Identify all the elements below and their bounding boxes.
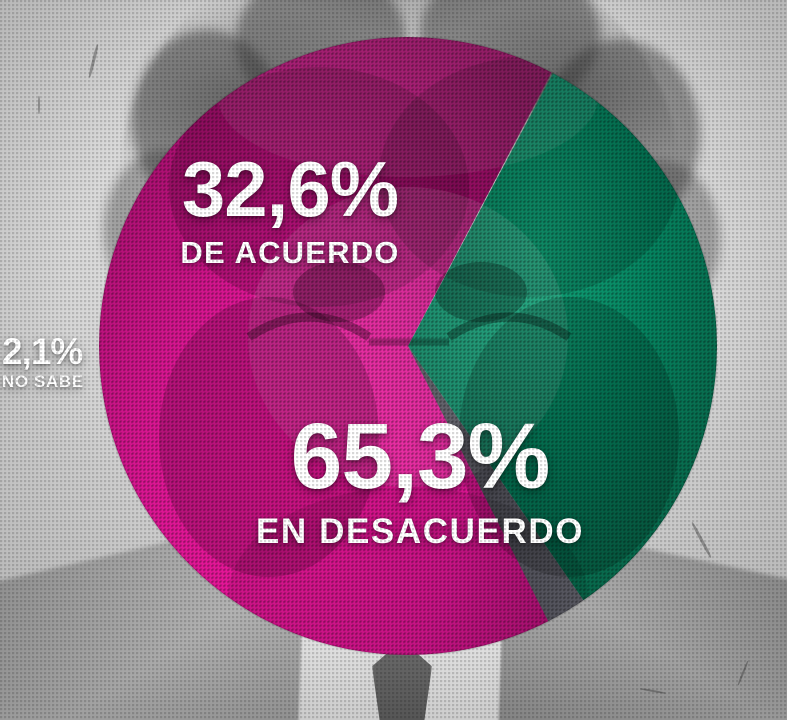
pie-slice-nosabe[interactable]: [408, 346, 584, 622]
pie-photo-shading: [159, 37, 679, 655]
slice-text-no-sabe: NO SABE: [2, 372, 84, 392]
slice-percent-en-desacuerdo: 65,3%: [290, 404, 551, 508]
slice-label-no-sabe: 2,1% NO SABE: [2, 331, 106, 392]
slice-percent-de-acuerdo: 32,6%: [181, 145, 399, 233]
film-scratch: [38, 96, 40, 114]
pie-chart-svg: [99, 37, 717, 655]
slice-percent-no-sabe: 2,1%: [2, 331, 83, 372]
slice-text-en-desacuerdo: EN DESACUERDO: [255, 512, 585, 552]
pie-chart: [99, 37, 717, 655]
slice-text-de-acuerdo: DE ACUERDO: [180, 235, 400, 271]
slice-label-de-acuerdo: 32,6% DE ACUERDO: [150, 145, 430, 271]
pie-slice-desacuerdo[interactable]: [99, 37, 552, 655]
pie-slice-acuerdo[interactable]: [408, 73, 717, 601]
slice-label-en-desacuerdo: 65,3% EN DESACUERDO: [230, 404, 610, 552]
